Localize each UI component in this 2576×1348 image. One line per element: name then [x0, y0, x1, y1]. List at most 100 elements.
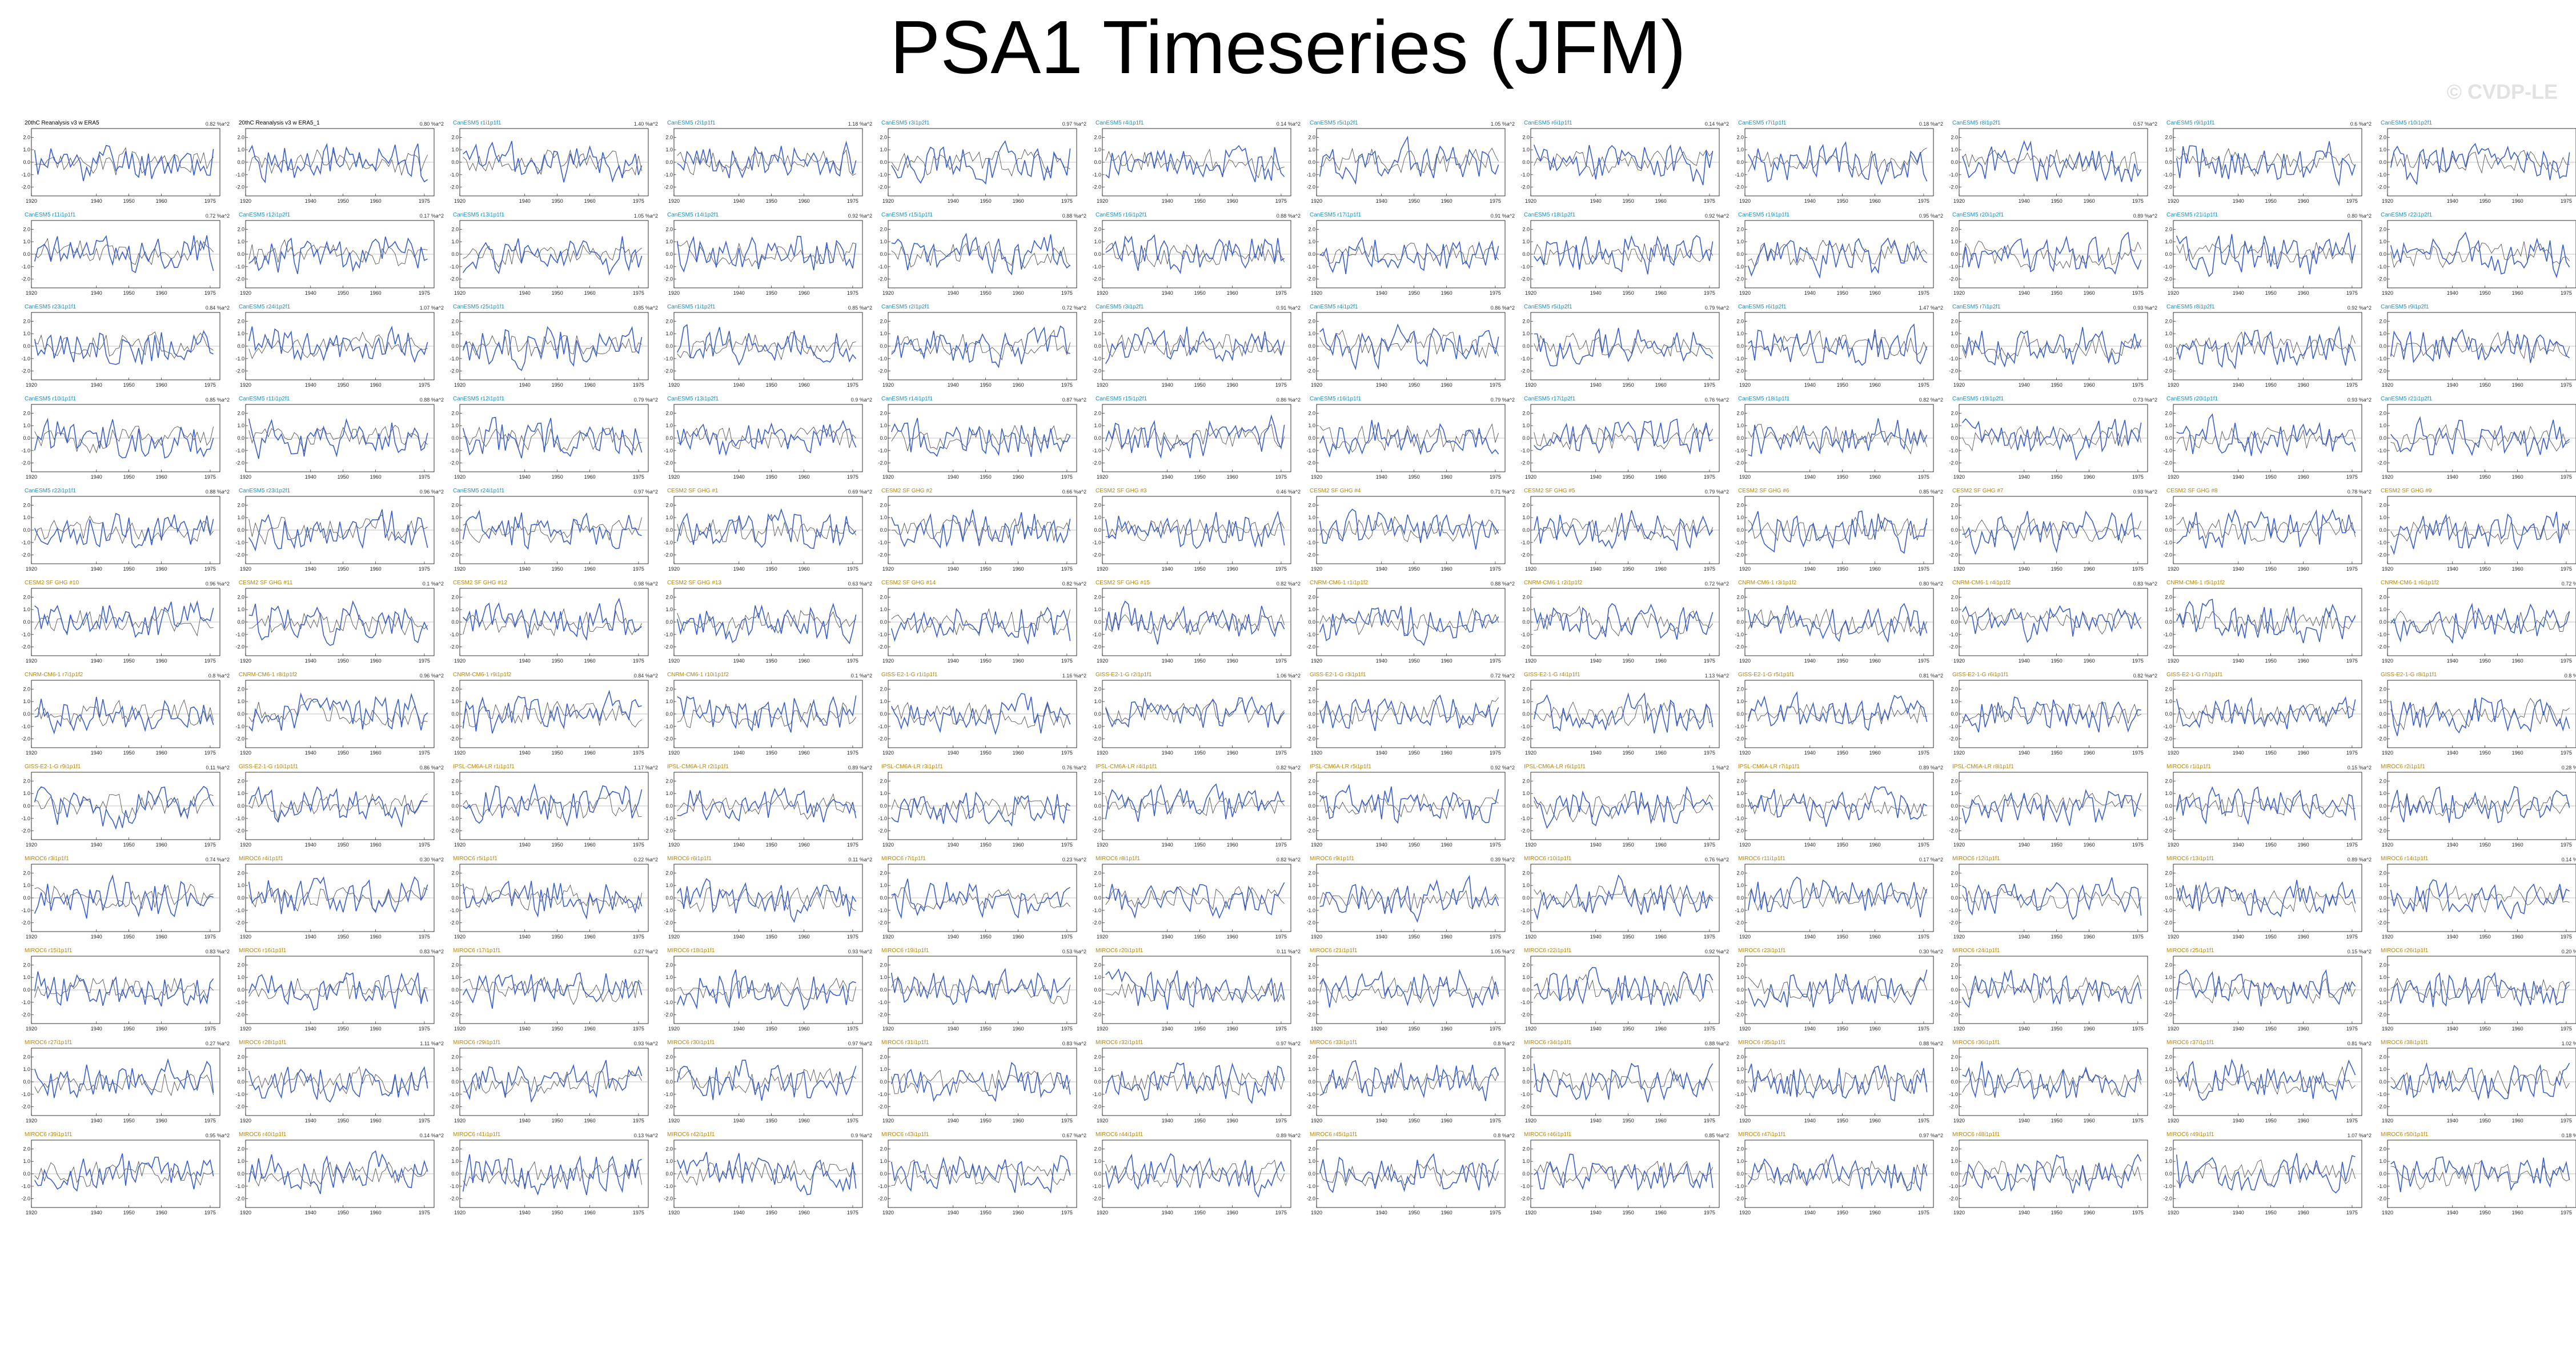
- y-tick-label: 2.0: [451, 686, 459, 692]
- y-tick-label: 2.0: [2379, 1146, 2386, 1152]
- x-tick-label: 1950: [1409, 934, 1420, 940]
- y-tick-label: -1.0: [1092, 1000, 1101, 1005]
- y-tick-label: 1.0: [1951, 1158, 1958, 1164]
- reference-series-line: [248, 514, 428, 545]
- chart-panel: CNRM-CM6-1 r8i1p1f2 0.96 %a^2 2.0 1.0 0.0 -1.…: [234, 672, 448, 763]
- y-tick-label: 1.0: [1308, 882, 1315, 888]
- y-tick-label: -1.0: [1735, 448, 1744, 454]
- panel-variance: 0.91 %a^2: [1276, 305, 1301, 311]
- y-tick-label: 0.0: [665, 895, 673, 901]
- y-tick-label: 1.0: [1522, 331, 1530, 336]
- y-tick-label: -1.0: [1092, 816, 1101, 821]
- x-tick-label: 1940: [1590, 1026, 1602, 1032]
- y-tick-label: 1.0: [237, 1066, 244, 1072]
- reference-series-line: [891, 796, 1070, 820]
- reference-series-line: [463, 517, 643, 543]
- member-series-line: [677, 141, 857, 179]
- y-tick-label: -1.0: [1306, 448, 1315, 454]
- panel-title: MIROC6 r30i1p1f1: [667, 1040, 715, 1046]
- x-tick-label: 1920: [1311, 934, 1322, 940]
- member-series-line: [1748, 323, 1928, 366]
- x-tick-label: 1940: [519, 842, 531, 848]
- y-tick-label: -1.0: [450, 724, 459, 729]
- y-tick-label: 2.0: [665, 594, 673, 600]
- x-tick-label: 1920: [454, 474, 466, 480]
- panel-title: CanESM5 r10i1p2f1: [2381, 120, 2433, 126]
- y-tick-label: 1.0: [1736, 699, 1744, 704]
- y-tick-label: -1.0: [2377, 172, 2386, 178]
- chart-panel: MIROC6 r37i1p1f1 0.81 %a^2 2.0 1.0 0.0 -1.0 -2…: [2162, 1040, 2376, 1131]
- panel-variance: 1.02 %a^2: [2561, 1041, 2576, 1046]
- y-tick-label: 0.0: [1951, 987, 1958, 993]
- x-tick-label: 1940: [519, 1118, 531, 1124]
- x-tick-label: 1975: [2346, 750, 2358, 756]
- y-tick-label: 2.0: [2165, 134, 2172, 140]
- y-tick-label: 0.0: [1308, 711, 1315, 717]
- y-tick-label: -1.0: [2163, 540, 2172, 545]
- y-tick-label: 1.0: [23, 882, 30, 888]
- chart-panel: MIROC6 r5i1p1f1 0.22 %a^2 2.0 1.0 0.0 -1.0 -2.…: [448, 856, 663, 947]
- member-series-line: [1533, 144, 1714, 186]
- panel-title: MIROC6 r43i1p1f1: [881, 1132, 929, 1138]
- x-tick-label: 1950: [123, 1026, 135, 1032]
- y-tick-label: -2.0: [1306, 1012, 1315, 1018]
- y-tick-label: -2.0: [1092, 368, 1101, 374]
- x-tick-label: 1975: [1061, 1210, 1073, 1215]
- chart-panel: CanESM5 r7i1p1f1 0.18 %a^2 2.0 1.0 0.0 -1.0 -2…: [1734, 120, 1948, 211]
- x-tick-label: 1920: [668, 1026, 680, 1032]
- panel-variance: 0.30 %a^2: [1919, 949, 1943, 954]
- chart-panel: MIROC6 r23i1p1f1 0.30 %a^2 2.0 1.0 0.0 -1.0 -2…: [1734, 948, 1948, 1039]
- x-tick-label: 1960: [1013, 198, 1024, 204]
- panel-title: MIROC6 r25i1p1f1: [2166, 948, 2214, 954]
- x-tick-label: 1960: [156, 750, 167, 756]
- x-tick-label: 1950: [1837, 566, 1848, 572]
- y-tick-label: -1.0: [2377, 448, 2386, 454]
- x-tick-label: 1960: [799, 934, 810, 940]
- y-tick-label: 0.0: [237, 527, 244, 533]
- member-series-line: [1747, 969, 1928, 1009]
- x-tick-label: 1975: [1061, 658, 1073, 664]
- panel-title: 20thC Reanalysis v3 w ERA5_1: [239, 120, 320, 126]
- reference-series-line: [2176, 242, 2356, 264]
- x-tick-label: 1950: [2479, 1210, 2491, 1215]
- panel-title: CanESM5 r22i1p1f1: [25, 488, 77, 494]
- x-tick-label: 1960: [2084, 198, 2095, 204]
- x-tick-label: 1960: [156, 1118, 167, 1124]
- x-tick-label: 1940: [1376, 1026, 1387, 1032]
- reference-series-line: [1534, 423, 1714, 450]
- y-tick-label: -1.0: [878, 1000, 887, 1005]
- panel-variance: 0.85 %a^2: [205, 397, 230, 403]
- chart-panel: CanESM5 r18i1p1f1 0.82 %a^2 2.0 1.0 0.0 -1.0-…: [1734, 396, 1948, 487]
- x-tick-label: 1960: [2084, 1026, 2095, 1032]
- y-tick-label: -2.0: [664, 1104, 673, 1110]
- y-tick-label: 2.0: [451, 226, 459, 232]
- x-tick-label: 1975: [2561, 842, 2572, 848]
- y-tick-label: -2.0: [1735, 1012, 1744, 1018]
- y-tick-label: 1.0: [1094, 882, 1101, 888]
- member-series-line: [1962, 1153, 2142, 1194]
- reference-series-line: [34, 793, 214, 819]
- member-series-line: [34, 696, 214, 735]
- y-tick-label: -2.0: [1306, 828, 1315, 834]
- y-tick-label: 0.0: [23, 1079, 30, 1085]
- member-series-line: [2390, 603, 2570, 644]
- x-tick-label: 1920: [1097, 750, 1108, 756]
- panel-variance: 1.11 %a^2: [420, 1041, 444, 1046]
- y-tick-label: 2.0: [23, 870, 30, 876]
- x-tick-label: 1950: [338, 474, 349, 480]
- x-tick-label: 1920: [1097, 1026, 1108, 1032]
- x-tick-label: 1940: [519, 1026, 531, 1032]
- y-tick-label: -2.0: [450, 1104, 459, 1110]
- x-tick-label: 1950: [552, 842, 563, 848]
- panel-title: CanESM5 r14i1p2f1: [667, 212, 719, 218]
- chart-panel: MIROC6 r7i1p1f1 0.23 %a^2 2.0 1.0 0.0 -1.0 -2.…: [877, 856, 1091, 947]
- x-tick-label: 1920: [2168, 658, 2179, 664]
- x-tick-label: 1960: [2084, 290, 2095, 296]
- y-tick-label: 1.0: [1951, 239, 1958, 244]
